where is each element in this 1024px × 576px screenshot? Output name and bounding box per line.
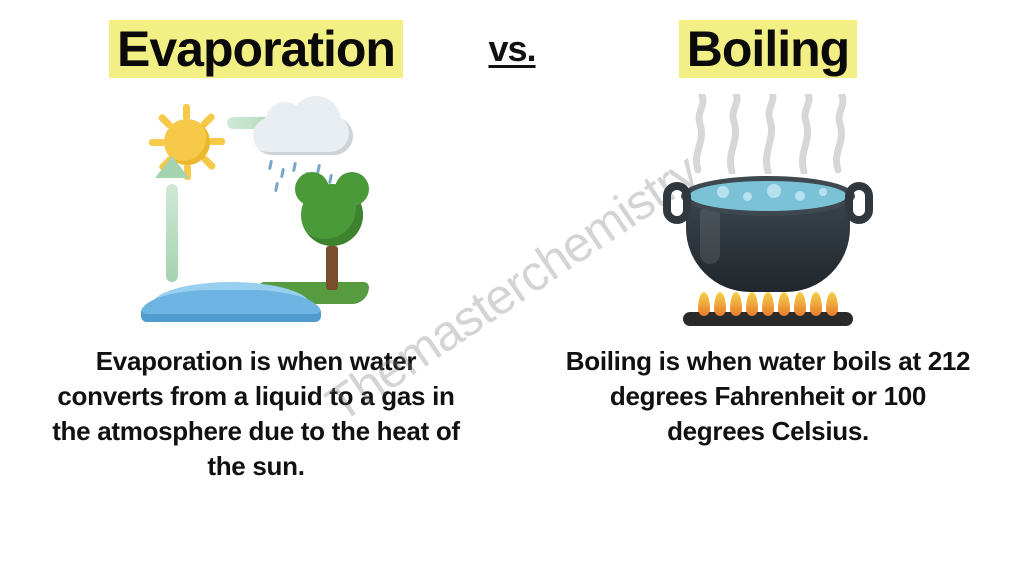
- evaporation-panel: Evaporation: [0, 0, 512, 576]
- pot-handle-right: [845, 182, 873, 224]
- pot-handle-left: [663, 182, 691, 224]
- cloud-icon: [253, 100, 353, 155]
- water-icon: [141, 272, 321, 322]
- boiling-heading: Boiling: [679, 20, 857, 78]
- boiling-description: Boiling is when water boils at 212 degre…: [558, 344, 978, 449]
- steam-icon: [678, 94, 858, 174]
- comparison-container: vs. Themasterchemistry Evaporation: [0, 0, 1024, 576]
- boiling-panel: Boiling: [512, 0, 1024, 576]
- boiling-pot-icon: [643, 88, 893, 338]
- evaporation-heading: Evaporation: [109, 20, 403, 78]
- water-cycle-icon: [131, 88, 381, 338]
- pot-icon: [681, 176, 855, 292]
- evaporation-description: Evaporation is when water converts from …: [46, 344, 466, 484]
- versus-label: vs.: [488, 28, 535, 70]
- arrow-up-icon: [157, 162, 187, 282]
- fire-icon: [698, 292, 838, 316]
